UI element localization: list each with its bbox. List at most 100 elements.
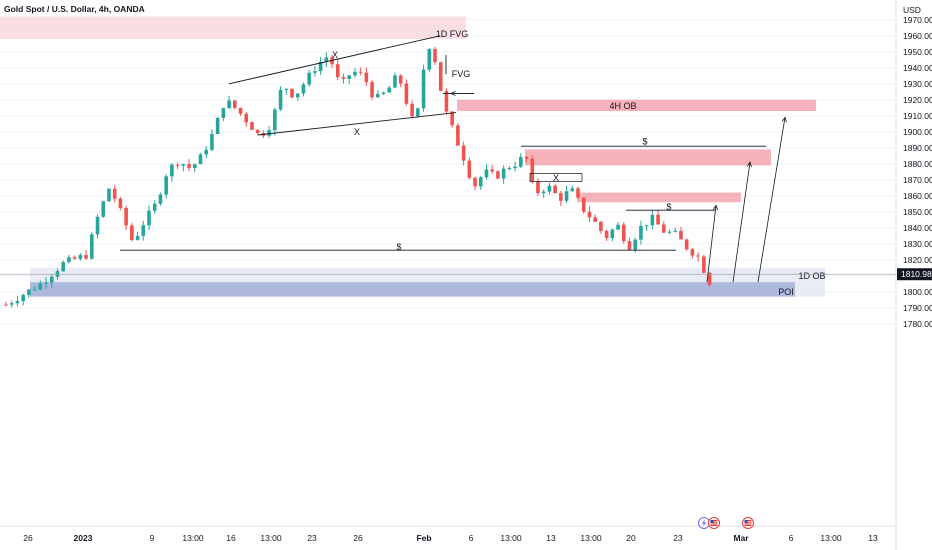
candle-body [170, 164, 174, 177]
candle-body [553, 185, 557, 194]
candle-body [318, 61, 323, 72]
candle-body [204, 149, 208, 155]
candle-body [244, 113, 249, 123]
candle-body [175, 164, 180, 166]
candle-body [84, 255, 88, 259]
candle-body [9, 303, 14, 305]
zones [0, 16, 825, 297]
y-tick-label: 1970.000 [903, 15, 932, 25]
candle-body [496, 171, 500, 179]
candle-body [301, 84, 306, 94]
candle-body [478, 177, 483, 187]
candle-body [255, 129, 260, 134]
candle-body [101, 201, 106, 217]
candle-body [524, 156, 529, 159]
candle-body [44, 282, 48, 284]
candle-body [90, 234, 94, 259]
candle-body [135, 235, 140, 241]
x-tick-label: 13:00 [260, 533, 282, 543]
candle-body [604, 230, 609, 238]
us-flag-icon[interactable] [742, 517, 754, 529]
candle-body [55, 271, 60, 277]
zone-1d-fvg[interactable] [0, 16, 466, 39]
candle-body [490, 169, 494, 172]
candle-body [679, 230, 683, 240]
us-flag-icon[interactable] [708, 517, 720, 529]
zone-supply[interactable] [525, 149, 771, 166]
candle-body [78, 255, 83, 259]
x-tick-label: 9 [150, 533, 155, 543]
candle-body [21, 294, 25, 302]
candle-body [358, 71, 363, 73]
candle-body [347, 75, 351, 79]
time-axis[interactable]: 26 2023 9 13:00 16 13:00 23 26 Feb 6 13:00 13 13:00 2… [23, 533, 878, 543]
range-box[interactable] [529, 173, 583, 182]
zone-poi[interactable] [30, 282, 795, 297]
candle-body [656, 214, 660, 225]
candle-body [421, 69, 426, 109]
candle-body [599, 221, 603, 231]
candle-body [467, 160, 472, 178]
candle-body [124, 208, 128, 226]
candle-body [427, 49, 432, 70]
candle-body [593, 217, 597, 222]
candle-body [621, 224, 626, 242]
zone-supply[interactable] [577, 192, 741, 203]
projection-arrow[interactable] [757, 116, 787, 283]
candle-body [416, 108, 420, 117]
label-liquidity: $ [642, 136, 647, 146]
y-tick-label: 1850.000 [903, 207, 932, 217]
candle-body [278, 89, 283, 110]
candle-body [141, 225, 146, 236]
candle-body [152, 203, 157, 211]
candle-body [410, 103, 414, 117]
y-tick-label: 1830.000 [903, 239, 932, 249]
lightning-icon[interactable] [698, 517, 710, 529]
candle-body [118, 198, 123, 209]
candle-body [335, 64, 340, 78]
candle-body [519, 156, 523, 167]
y-tick-label: 1790.000 [903, 303, 932, 313]
candle-body [67, 257, 71, 263]
lower-trendline[interactable] [257, 112, 457, 136]
label-liquidity: $ [666, 202, 671, 212]
candle-body [581, 197, 586, 212]
projection-arrow[interactable] [450, 90, 474, 96]
y-tick-label: 1930.000 [903, 79, 932, 89]
y-tick-label: 1920.000 [903, 95, 932, 105]
x-tick-label: 13 [868, 533, 878, 543]
annotation-labels: 1D FVG FVG 4H OB X X $ X $ $1D OB POI [332, 29, 826, 297]
candle-body [221, 108, 226, 118]
y-tick-label: 1820.000 [903, 255, 932, 265]
label-x-range: X [553, 173, 559, 183]
candle-body [404, 83, 409, 104]
candle-body [639, 225, 643, 240]
candle-body [564, 191, 569, 201]
candle-body [501, 168, 506, 179]
candle-body [398, 75, 403, 84]
candle-body [307, 72, 311, 85]
candles [4, 46, 712, 308]
candle-body [644, 225, 649, 227]
candle-body [702, 256, 706, 273]
candle-body [72, 257, 77, 259]
projection-arrow[interactable] [732, 161, 752, 283]
candle-body [559, 193, 563, 201]
upper-trendline[interactable] [228, 35, 441, 85]
y-tick-label: 1780.000 [903, 319, 932, 329]
candle-body [450, 111, 454, 126]
drawings [120, 35, 787, 283]
price-axis[interactable]: 1780.0001790.0001800.0001810.0001820.000… [903, 15, 932, 329]
zone-4h-ob[interactable] [457, 99, 816, 111]
x-tick-label: 20 [626, 533, 636, 543]
x-tick-label: 16 [226, 533, 236, 543]
current-price-badge [897, 268, 932, 281]
candle-body [461, 145, 466, 161]
candle-body [233, 100, 237, 108]
label-x-upper: X [332, 50, 338, 60]
projection-arrow[interactable] [706, 204, 719, 283]
candle-body [158, 194, 163, 204]
candle-body [147, 210, 151, 226]
x-tick-label: 26 [353, 533, 363, 543]
